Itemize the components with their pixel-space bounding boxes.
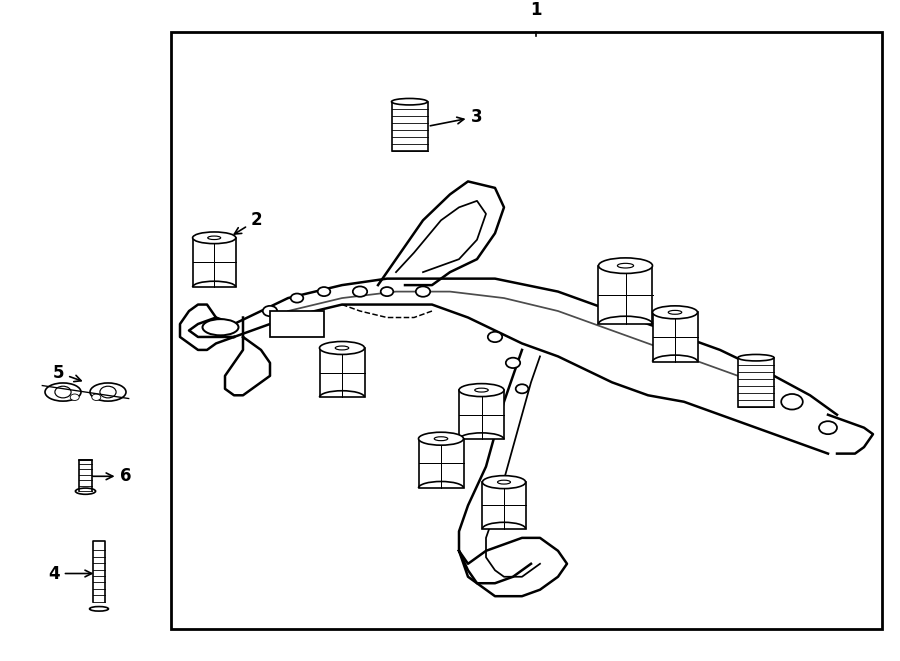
Circle shape <box>55 386 71 398</box>
Ellipse shape <box>668 311 682 314</box>
Circle shape <box>92 394 101 401</box>
Ellipse shape <box>335 346 349 350</box>
Bar <box>171 32 882 629</box>
Bar <box>193 238 236 287</box>
Bar <box>652 313 698 362</box>
Ellipse shape <box>45 383 81 401</box>
Circle shape <box>318 287 330 296</box>
Ellipse shape <box>89 607 109 611</box>
Circle shape <box>263 306 277 316</box>
Bar <box>392 102 428 151</box>
Bar <box>459 390 504 440</box>
Ellipse shape <box>90 383 126 401</box>
Ellipse shape <box>617 263 634 268</box>
Circle shape <box>100 386 116 398</box>
Text: 5: 5 <box>53 364 81 381</box>
Circle shape <box>506 358 520 368</box>
Bar <box>270 311 324 337</box>
Circle shape <box>488 332 502 342</box>
Ellipse shape <box>482 476 526 488</box>
Text: 6: 6 <box>93 467 131 485</box>
Bar <box>738 358 774 407</box>
Circle shape <box>291 293 303 303</box>
Ellipse shape <box>475 388 488 392</box>
Text: 4: 4 <box>49 564 92 582</box>
Ellipse shape <box>652 306 698 319</box>
Bar <box>320 348 365 397</box>
Ellipse shape <box>459 383 504 397</box>
Bar <box>418 439 464 488</box>
Ellipse shape <box>76 488 95 494</box>
Ellipse shape <box>418 432 464 446</box>
Ellipse shape <box>208 236 220 239</box>
Ellipse shape <box>598 258 652 274</box>
Bar <box>598 266 652 324</box>
Ellipse shape <box>392 98 428 105</box>
Circle shape <box>781 394 803 410</box>
Text: 1: 1 <box>530 1 541 19</box>
Circle shape <box>70 394 79 401</box>
Text: 2: 2 <box>234 212 262 234</box>
Text: 3: 3 <box>430 108 482 126</box>
Circle shape <box>819 421 837 434</box>
Circle shape <box>381 287 393 296</box>
Ellipse shape <box>498 480 510 484</box>
Ellipse shape <box>434 437 448 441</box>
Circle shape <box>353 286 367 297</box>
Circle shape <box>416 286 430 297</box>
Ellipse shape <box>738 354 774 361</box>
Ellipse shape <box>320 342 365 354</box>
Ellipse shape <box>193 232 236 244</box>
Bar <box>482 482 526 529</box>
Circle shape <box>516 384 528 393</box>
Ellipse shape <box>202 319 238 335</box>
